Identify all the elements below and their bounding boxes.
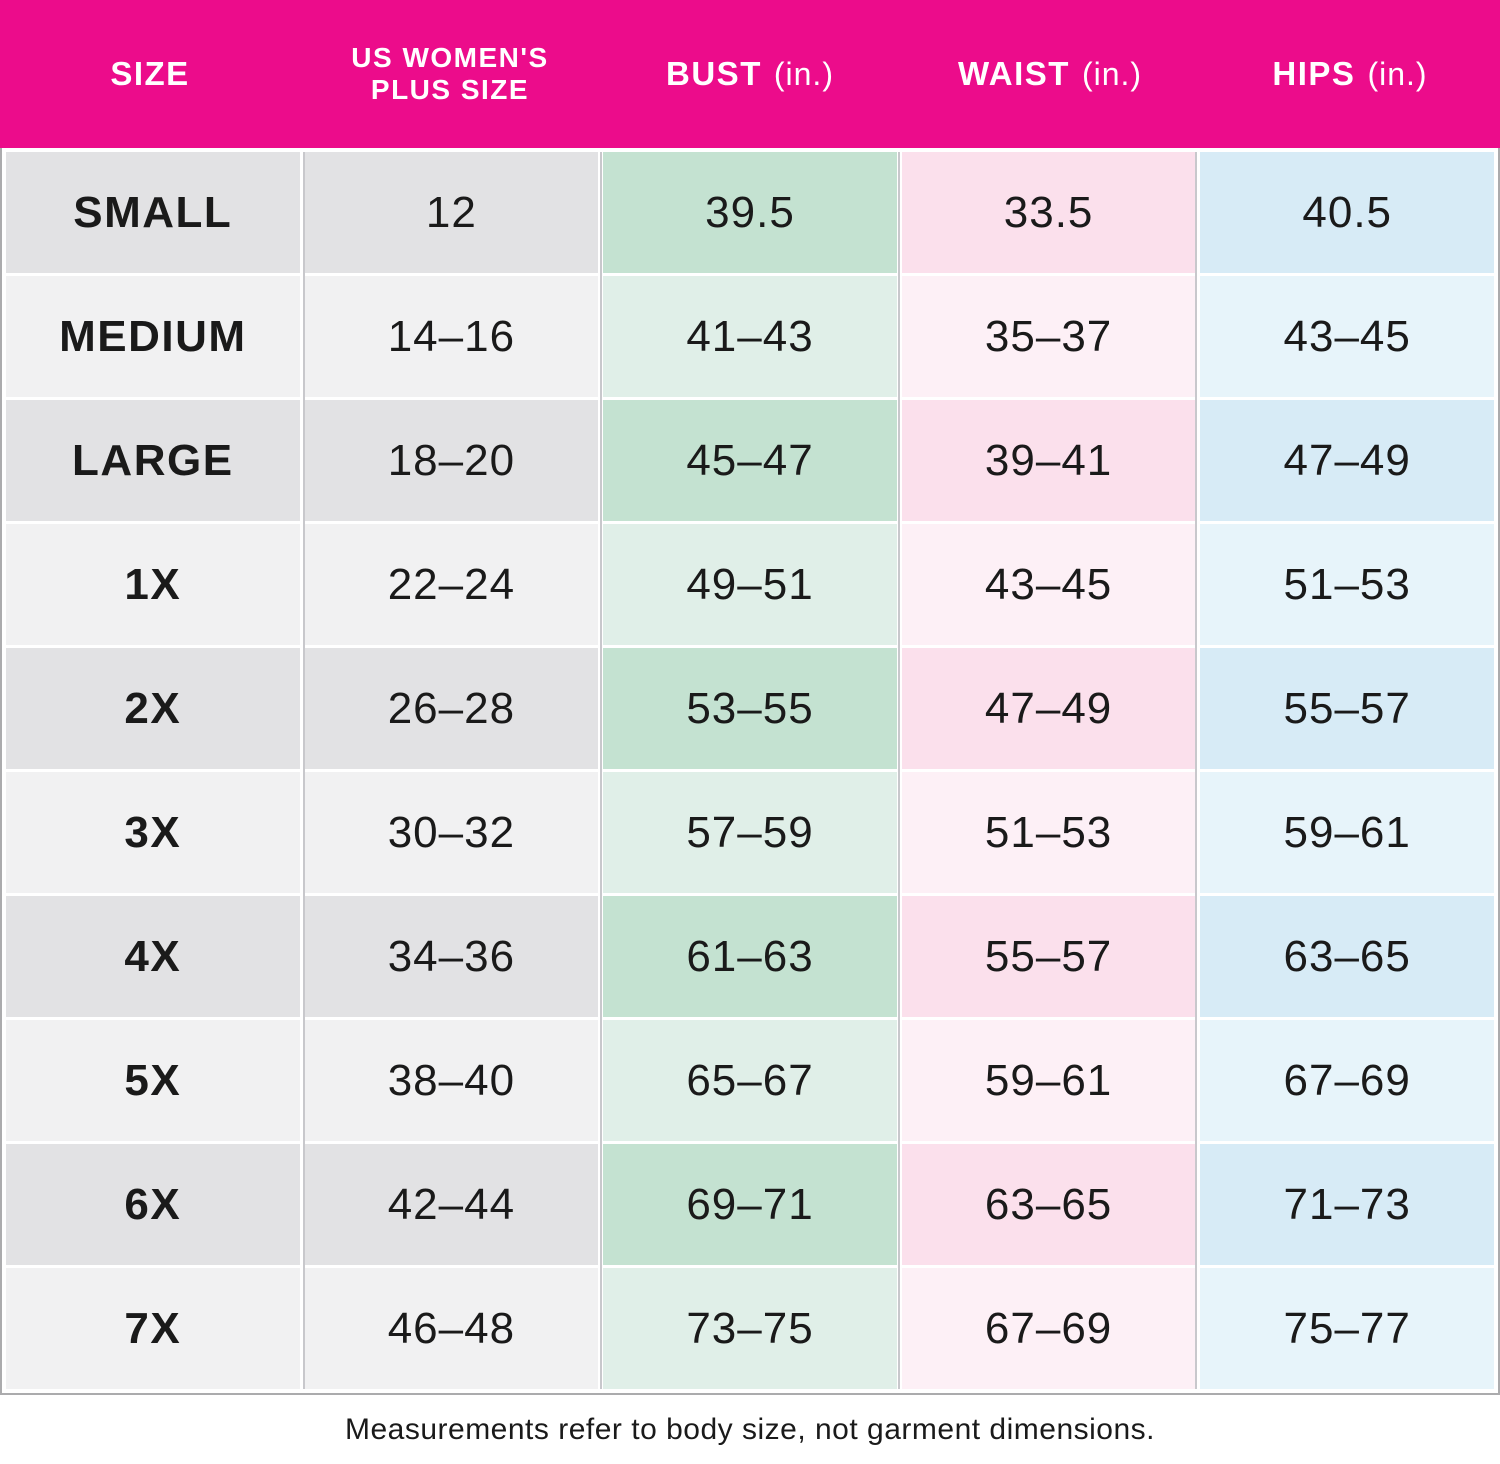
value-cell-plus: 38–40 <box>304 1020 599 1141</box>
header-label: WAIST <box>957 55 1070 93</box>
table-header-row: SIZE US WOMEN'S PLUS SIZE BUST (in.) WAI… <box>0 0 1500 148</box>
value-cell-bust: 39.5 <box>603 152 897 273</box>
value-cell-bust: 73–75 <box>603 1268 897 1389</box>
header-unit: (in.) <box>1367 56 1428 93</box>
value-cell-plus: 12 <box>304 152 599 273</box>
value-cell-plus: 46–48 <box>304 1268 599 1389</box>
table-row: 3X 30–32 57–59 51–53 59–61 <box>6 772 1494 893</box>
value-cell-waist: 59–61 <box>901 1020 1196 1141</box>
row-label-cell: 1X <box>6 524 300 645</box>
value-cell-waist: 51–53 <box>901 772 1196 893</box>
table-row: 5X 38–40 65–67 59–61 67–69 <box>6 1020 1494 1141</box>
row-label-cell: 6X <box>6 1144 300 1265</box>
row-label-cell: 2X <box>6 648 300 769</box>
value-cell-plus: 22–24 <box>304 524 599 645</box>
value-cell-bust: 53–55 <box>603 648 897 769</box>
value-cell-hips: 63–65 <box>1200 896 1494 1017</box>
value-cell-bust: 61–63 <box>603 896 897 1017</box>
value-cell-hips: 40.5 <box>1200 152 1494 273</box>
header-cell-waist: WAIST (in.) <box>900 0 1200 148</box>
row-label-cell: 4X <box>6 896 300 1017</box>
table-row: SMALL 12 39.5 33.5 40.5 <box>6 152 1494 273</box>
value-cell-plus: 42–44 <box>304 1144 599 1265</box>
value-cell-hips: 55–57 <box>1200 648 1494 769</box>
value-cell-waist: 33.5 <box>901 152 1196 273</box>
header-unit: (in.) <box>1081 56 1143 93</box>
header-cell-us-womens-plus-size: US WOMEN'S PLUS SIZE <box>300 0 600 148</box>
table-row: 2X 26–28 53–55 47–49 55–57 <box>6 648 1494 769</box>
value-cell-waist: 35–37 <box>901 276 1196 397</box>
value-cell-waist: 55–57 <box>901 896 1196 1017</box>
value-cell-waist: 47–49 <box>901 648 1196 769</box>
table-row: 6X 42–44 69–71 63–65 71–73 <box>6 1144 1494 1265</box>
table-row: MEDIUM 14–16 41–43 35–37 43–45 <box>6 276 1494 397</box>
row-label-cell: 7X <box>6 1268 300 1389</box>
table-row: 4X 34–36 61–63 55–57 63–65 <box>6 896 1494 1017</box>
row-label-cell: MEDIUM <box>6 276 300 397</box>
value-cell-hips: 71–73 <box>1200 1144 1494 1265</box>
value-cell-waist: 39–41 <box>901 400 1196 521</box>
header-unit: (in.) <box>773 56 834 93</box>
value-cell-bust: 49–51 <box>603 524 897 645</box>
header-cell-hips: HIPS (in.) <box>1200 0 1500 148</box>
footnote: Measurements refer to body size, not gar… <box>344 1412 1156 1446</box>
header-cell-bust: BUST (in.) <box>600 0 900 148</box>
value-cell-hips: 75–77 <box>1200 1268 1494 1389</box>
table-rows: SMALL 12 39.5 33.5 40.5 MEDIUM 14–16 41–43 35–37… <box>6 152 1494 1389</box>
row-label-cell: 5X <box>6 1020 300 1141</box>
value-cell-hips: 59–61 <box>1200 772 1494 893</box>
value-cell-plus: 18–20 <box>304 400 599 521</box>
header-label: SIZE <box>110 55 190 93</box>
value-cell-plus: 14–16 <box>304 276 599 397</box>
header-label: HIPS <box>1272 55 1356 93</box>
value-cell-hips: 47–49 <box>1200 400 1494 521</box>
value-cell-plus: 30–32 <box>304 772 599 893</box>
row-label-cell: 3X <box>6 772 300 893</box>
value-cell-bust: 57–59 <box>603 772 897 893</box>
table-body: SMALL 12 39.5 33.5 40.5 MEDIUM 14–16 41–43 35–37… <box>0 148 1500 1395</box>
value-cell-bust: 69–71 <box>603 1144 897 1265</box>
row-label-cell: SMALL <box>6 152 300 273</box>
value-cell-bust: 45–47 <box>603 400 897 521</box>
header-label-line2: PLUS SIZE <box>370 74 530 105</box>
value-cell-plus: 34–36 <box>304 896 599 1017</box>
value-cell-hips: 43–45 <box>1200 276 1494 397</box>
value-cell-hips: 51–53 <box>1200 524 1494 645</box>
table-footer: Measurements refer to body size, not gar… <box>0 1395 1500 1464</box>
value-cell-waist: 63–65 <box>901 1144 1196 1265</box>
value-cell-waist: 43–45 <box>901 524 1196 645</box>
value-cell-plus: 26–28 <box>304 648 599 769</box>
header-label: BUST <box>666 55 762 93</box>
table-row: LARGE 18–20 45–47 39–41 47–49 <box>6 400 1494 521</box>
row-label-cell: LARGE <box>6 400 300 521</box>
value-cell-hips: 67–69 <box>1200 1020 1494 1141</box>
value-cell-bust: 65–67 <box>603 1020 897 1141</box>
table-row: 7X 46–48 73–75 67–69 75–77 <box>6 1268 1494 1389</box>
value-cell-bust: 41–43 <box>603 276 897 397</box>
header-label: US WOMEN'S <box>351 41 549 73</box>
value-cell-waist: 67–69 <box>901 1268 1196 1389</box>
table-row: 1X 22–24 49–51 43–45 51–53 <box>6 524 1494 645</box>
header-cell-size: SIZE <box>0 0 300 148</box>
